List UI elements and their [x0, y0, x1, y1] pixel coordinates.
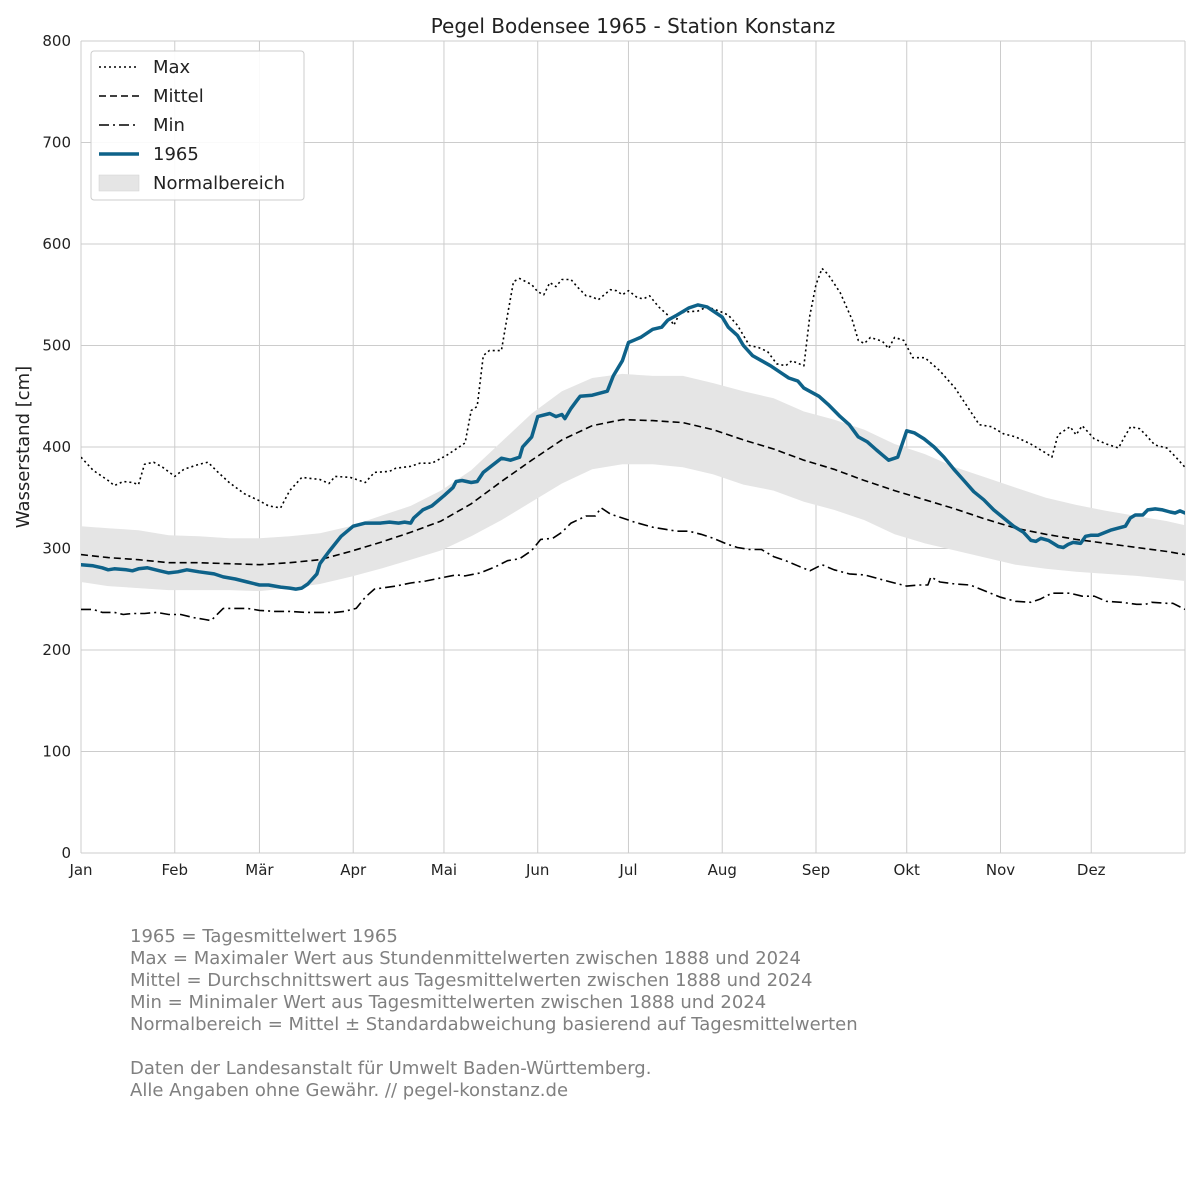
- x-tick-label: Sep: [802, 861, 830, 879]
- band-legend-label: Normalbereich: [153, 173, 285, 194]
- x-tick-label: Feb: [161, 861, 188, 879]
- note-1965: 1965 = Tagesmittelwert 1965: [130, 926, 398, 947]
- x-tick-label: Jan: [68, 861, 92, 879]
- x-tick-labels: Jan Feb Mär Apr Mai Jun Jul Aug Sep Okt Nov Dez: [68, 861, 1105, 879]
- chart: 0 100 200 300 400 500 600 700 800 Jan Feb Mär Apr Mai…: [13, 14, 1186, 879]
- y-tick-label: 800: [42, 32, 71, 50]
- note-min: Min = Minimaler Wert aus Tagesmittelwert…: [130, 992, 767, 1013]
- x-tick-label: Dez: [1077, 861, 1106, 879]
- footnotes: 1965 = Tagesmittelwert 1965 Max = Maxima…: [130, 926, 858, 1102]
- x-tick-label: Okt: [894, 861, 920, 879]
- x-tick-label: Jun: [525, 861, 549, 879]
- mittel-line: [81, 418, 1185, 566]
- y-tick-labels: 0 100 200 300 400 500 600 700 800: [42, 32, 71, 862]
- normalbereich-band: [81, 373, 1185, 592]
- x-tick-label: Nov: [986, 861, 1015, 879]
- mittel-legend-label: Mittel: [153, 86, 204, 107]
- note-source: Daten der Landesanstalt für Umwelt Baden…: [130, 1058, 652, 1079]
- band-legend-swatch: [98, 174, 140, 192]
- x-tick-label: Jul: [618, 861, 637, 879]
- x-tick-label: Aug: [708, 861, 737, 879]
- y-tick-label: 700: [42, 134, 71, 152]
- max-legend-label: Max: [153, 57, 191, 78]
- y-tick-label: 500: [42, 337, 71, 355]
- legend: Max Mittel Min 1965 Normalbereich: [90, 50, 305, 201]
- y-tick-label: 300: [42, 540, 71, 558]
- x-tick-label: Mär: [245, 861, 274, 879]
- min-line: [81, 507, 1185, 622]
- y-tick-label: 100: [42, 743, 71, 761]
- note-max: Max = Maximaler Wert aus Stundenmittelwe…: [130, 948, 802, 969]
- y-tick-label: 200: [42, 641, 71, 659]
- note-disclaimer: Alle Angaben ohne Gewähr. // pegel-konst…: [130, 1080, 569, 1101]
- note-mittel: Mittel = Durchschnittswert aus Tagesmitt…: [130, 970, 813, 991]
- y-tick-label: 0: [61, 844, 71, 862]
- min-legend-label: Min: [153, 115, 185, 136]
- note-normalbereich: Normalbereich = Mittel ± Standardabweich…: [130, 1014, 858, 1035]
- x-tick-label: Apr: [340, 861, 367, 879]
- year-1965-line: [81, 303, 1185, 591]
- x-tick-label: Mai: [431, 861, 457, 879]
- chart-title: Pegel Bodensee 1965 - Station Konstanz: [431, 14, 836, 38]
- plot-area: [81, 267, 1185, 622]
- y-tick-label: 400: [42, 438, 71, 456]
- legend-frame: [90, 50, 305, 201]
- year-legend-label: 1965: [153, 144, 199, 165]
- y-axis-label: Wasserstand [cm]: [13, 366, 34, 528]
- y-tick-label: 600: [42, 235, 71, 253]
